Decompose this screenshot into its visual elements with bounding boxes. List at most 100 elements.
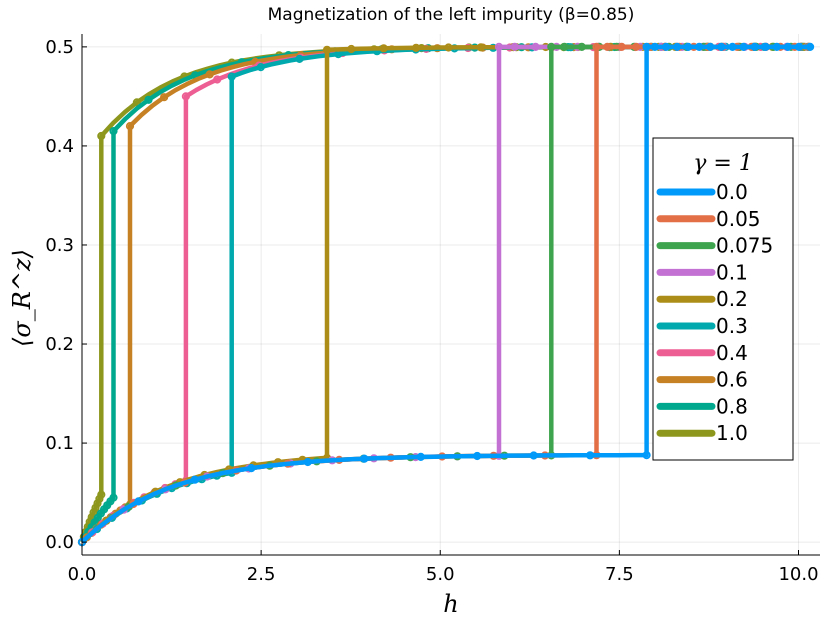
series-layer	[77, 42, 815, 547]
series-point-0.0	[642, 450, 651, 460]
axes	[81, 34, 820, 556]
series-point-0.05	[592, 42, 601, 52]
series-point-0.3	[227, 72, 236, 81]
legend-label-0.0: 0.0	[716, 180, 748, 204]
legend-label-0.075: 0.075	[716, 234, 773, 258]
legend-item-1.0: 1.0	[656, 421, 748, 445]
series-point-0.075	[577, 42, 586, 52]
x-tick-label: 10.0	[778, 564, 818, 585]
legend-label-0.8: 0.8	[716, 394, 748, 418]
series-point-0.6	[125, 122, 135, 131]
series-point-1.0	[132, 98, 141, 107]
x-tick-label: 2.5	[247, 564, 276, 585]
y-tick-label: 0.2	[45, 334, 74, 355]
series-point-0.1	[510, 42, 519, 52]
series-point-1.0	[97, 490, 106, 499]
series-point-0.4	[181, 92, 190, 101]
series-point-0.075	[560, 42, 569, 52]
series-point-0.0	[706, 42, 715, 52]
series-point-0.05	[603, 42, 612, 52]
series-point-0.2	[322, 45, 332, 54]
series-point-0.0	[416, 452, 425, 461]
legend-item-0.1: 0.1	[656, 260, 748, 284]
series-point-0.0	[717, 42, 726, 52]
legend-item-0.05: 0.05	[656, 207, 761, 231]
legend-title: γ = 1	[693, 151, 753, 176]
series-point-0.075	[547, 42, 556, 52]
y-tick-label: 0.1	[45, 433, 74, 454]
series-point-0.0	[642, 42, 651, 52]
series-point-0.4	[213, 75, 222, 84]
legend-label-0.6: 0.6	[716, 368, 748, 392]
y-axis-label: ⟨σ_R^z⟩	[8, 249, 36, 347]
series-point-0.0	[303, 457, 312, 467]
series-point-1.0	[91, 503, 100, 512]
series-point-0.1	[494, 42, 504, 52]
x-tick-label: 7.5	[605, 564, 634, 585]
series-point-0.6	[205, 70, 214, 79]
y-tick-label: 0.0	[45, 532, 74, 553]
series-point-0.2	[444, 43, 453, 52]
series-line-0.0	[80, 44, 813, 544]
series-point-1.0	[95, 494, 104, 503]
series-point-0.05	[617, 42, 626, 52]
series-point-0.0	[750, 42, 759, 52]
series-point-0.3	[256, 62, 265, 72]
series-point-0.0	[772, 42, 781, 52]
series-point-0.0	[650, 42, 660, 52]
legend-label-0.2: 0.2	[716, 287, 748, 311]
series-point-0.0	[783, 42, 793, 52]
y-tick-label: 0.3	[45, 235, 74, 256]
y-tick-label: 0.4	[45, 136, 74, 157]
series-point-0.0	[661, 42, 671, 52]
x-tick-label: 0.0	[68, 564, 97, 585]
series-point-0.0	[672, 42, 682, 52]
series-point-0.0	[805, 42, 815, 52]
legend-item-0.075: 0.075	[656, 234, 773, 258]
legend-item-0.3: 0.3	[656, 314, 748, 338]
series-point-0.0	[728, 42, 737, 52]
y-tick-label: 0.5	[45, 37, 74, 58]
x-tick-label: 5.0	[426, 564, 455, 585]
legend-label-0.4: 0.4	[716, 341, 748, 365]
series-point-0.0	[473, 451, 482, 461]
series-point-0.0	[134, 497, 143, 506]
series-point-0.8	[144, 95, 153, 104]
series-point-1.0	[89, 508, 98, 517]
series-point-0.05	[631, 42, 641, 52]
series-point-0.1	[531, 42, 540, 52]
legend-label-0.3: 0.3	[716, 314, 748, 338]
series-point-0.8	[109, 127, 118, 136]
x-axis-label: h	[443, 590, 458, 618]
series-point-0.0	[529, 451, 538, 460]
series-point-0.0	[360, 454, 369, 463]
series-point-0.0	[585, 451, 595, 460]
series-point-0.0	[761, 42, 770, 52]
legend-label-0.05: 0.05	[716, 207, 761, 231]
series-point-1.0	[93, 499, 102, 508]
series-point-0.0	[684, 42, 693, 52]
legend-item-0.6: 0.6	[656, 368, 748, 392]
legend-label-1.0: 1.0	[716, 421, 748, 445]
legend-item-0.4: 0.4	[656, 341, 748, 365]
legend-label-0.1: 0.1	[716, 260, 748, 284]
series-point-0.0	[247, 463, 256, 473]
series-0.0	[77, 42, 815, 547]
series-point-0.0	[695, 42, 704, 52]
chart-title: Magnetization of the left impurity (β=0.…	[268, 5, 635, 25]
series-point-0.2	[411, 43, 421, 52]
series-point-1.0	[97, 131, 106, 141]
series-point-0.3	[295, 54, 304, 64]
series-point-0.2	[379, 44, 388, 53]
legend-item-0.0: 0.0	[656, 180, 748, 204]
y-axis-label-group: ⟨σ_R^z⟩	[8, 249, 36, 347]
series-point-0.2	[347, 44, 356, 54]
series-point-0.0	[794, 42, 804, 52]
series-point-0.0	[190, 475, 199, 484]
tick-labels: 0.0 2.5 5.0 7.5 10.0 0.0 0.1 0.2 0.3 0.4 0.5	[45, 37, 818, 585]
legend-item-0.8: 0.8	[656, 394, 748, 418]
series-point-0.0	[739, 42, 748, 52]
